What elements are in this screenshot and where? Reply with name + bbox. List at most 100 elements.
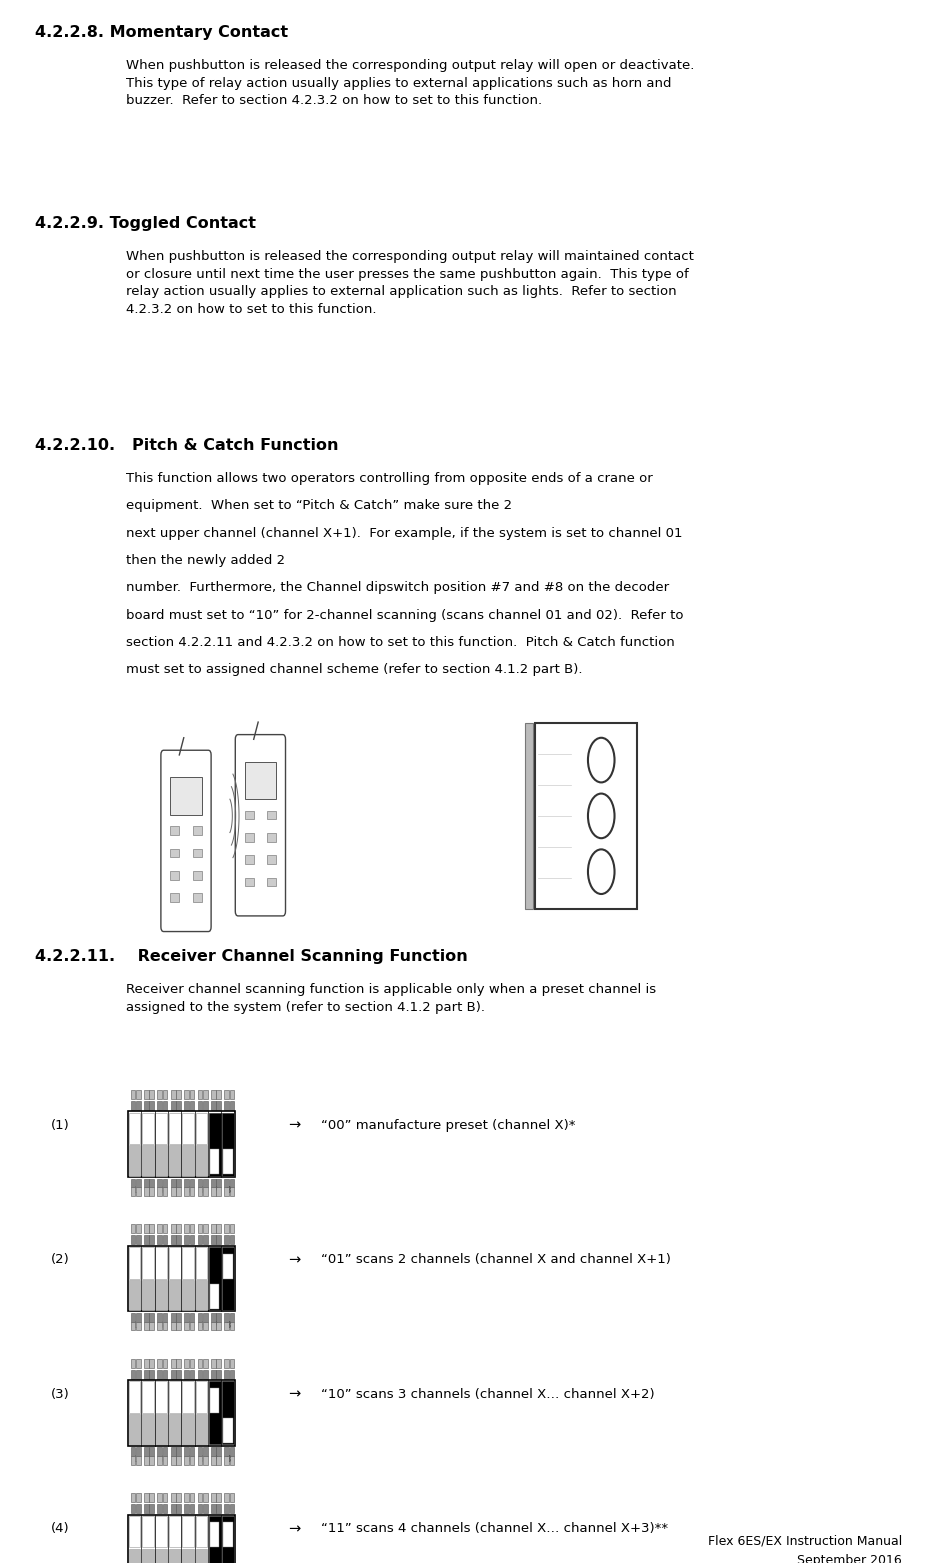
Bar bbox=[163, 1235, 167, 1244]
Bar bbox=[170, 827, 179, 835]
Bar bbox=[157, 1179, 162, 1188]
Bar bbox=[171, 1188, 176, 1196]
Bar bbox=[136, 1369, 140, 1379]
Bar bbox=[128, 1380, 234, 1446]
Bar bbox=[144, 1224, 149, 1233]
Bar bbox=[211, 1493, 216, 1502]
Bar bbox=[176, 1313, 180, 1322]
Bar bbox=[245, 761, 276, 799]
Bar bbox=[211, 1089, 216, 1099]
Bar bbox=[224, 1457, 229, 1465]
Bar bbox=[197, 1369, 202, 1379]
Bar bbox=[136, 1179, 140, 1188]
Bar bbox=[224, 1188, 229, 1196]
Bar bbox=[155, 1113, 167, 1144]
Bar bbox=[203, 1224, 207, 1233]
Bar bbox=[224, 1369, 229, 1379]
Bar bbox=[163, 1313, 167, 1322]
Text: 1: 1 bbox=[132, 1321, 137, 1330]
Bar bbox=[163, 1493, 167, 1502]
Bar bbox=[195, 1549, 207, 1563]
Bar bbox=[168, 1516, 180, 1547]
Bar bbox=[217, 1358, 221, 1368]
Bar bbox=[197, 1179, 202, 1188]
Text: →: → bbox=[288, 1252, 300, 1268]
Bar bbox=[155, 1247, 167, 1279]
Bar bbox=[211, 1504, 216, 1513]
Bar bbox=[150, 1322, 154, 1330]
Bar bbox=[144, 1358, 149, 1368]
Bar bbox=[171, 1493, 176, 1502]
Bar bbox=[131, 1369, 136, 1379]
Text: next upper channel (channel X+1).  For example, if the system is set to channel : next upper channel (channel X+1). For ex… bbox=[126, 527, 682, 539]
Bar bbox=[171, 1322, 176, 1330]
Bar bbox=[203, 1322, 207, 1330]
Bar bbox=[184, 1313, 189, 1322]
Bar bbox=[222, 1382, 234, 1444]
Bar bbox=[193, 849, 202, 857]
Bar bbox=[150, 1235, 154, 1244]
Bar bbox=[155, 1382, 167, 1413]
Bar bbox=[224, 1313, 229, 1322]
Bar bbox=[190, 1235, 194, 1244]
Bar bbox=[136, 1224, 140, 1233]
Text: (1): (1) bbox=[51, 1119, 70, 1132]
Bar bbox=[195, 1415, 207, 1444]
Bar bbox=[136, 1358, 140, 1368]
Bar bbox=[131, 1457, 136, 1465]
Text: 1: 1 bbox=[132, 1186, 137, 1196]
Bar bbox=[190, 1313, 194, 1322]
Text: When pushbutton is released the corresponding output relay will open or deactiva: When pushbutton is released the correspo… bbox=[126, 59, 694, 108]
Bar bbox=[211, 1100, 216, 1110]
Text: 8: 8 bbox=[225, 1321, 231, 1330]
Bar bbox=[142, 1146, 153, 1175]
Bar bbox=[211, 1224, 216, 1233]
Bar bbox=[131, 1322, 136, 1330]
Bar bbox=[224, 1089, 229, 1099]
Bar bbox=[245, 878, 254, 886]
Bar bbox=[230, 1089, 234, 1099]
Bar bbox=[128, 1247, 140, 1279]
Bar bbox=[224, 1235, 229, 1244]
Bar bbox=[203, 1457, 207, 1465]
Bar bbox=[211, 1188, 216, 1196]
Bar bbox=[217, 1504, 221, 1513]
Bar bbox=[136, 1188, 140, 1196]
Text: 7: 7 bbox=[212, 1321, 218, 1330]
Text: equipment.  When set to “Pitch & Catch” make sure the 2: equipment. When set to “Pitch & Catch” m… bbox=[126, 500, 512, 513]
Bar bbox=[155, 1146, 167, 1175]
Bar bbox=[230, 1493, 234, 1502]
Bar bbox=[128, 1382, 140, 1413]
Bar bbox=[131, 1224, 136, 1233]
Text: Receiver channel scanning function is applicable only when a preset channel is
a: Receiver channel scanning function is ap… bbox=[126, 983, 656, 1014]
Bar bbox=[144, 1313, 149, 1322]
Bar bbox=[144, 1457, 149, 1465]
Bar bbox=[210, 1283, 219, 1308]
Bar bbox=[217, 1493, 221, 1502]
Bar bbox=[163, 1504, 167, 1513]
Bar bbox=[155, 1516, 167, 1547]
Bar bbox=[163, 1369, 167, 1379]
Bar bbox=[211, 1235, 216, 1244]
Bar bbox=[176, 1188, 180, 1196]
Bar bbox=[182, 1146, 194, 1175]
Bar bbox=[211, 1457, 216, 1465]
Text: 6: 6 bbox=[199, 1321, 204, 1330]
Bar bbox=[197, 1322, 202, 1330]
Text: (2): (2) bbox=[51, 1254, 70, 1266]
Bar bbox=[230, 1100, 234, 1110]
Text: 4.2.2.10.   Pitch & Catch Function: 4.2.2.10. Pitch & Catch Function bbox=[35, 438, 339, 453]
Text: number.  Furthermore, the Channel dipswitch position #7 and #8 on the decoder: number. Furthermore, the Channel dipswit… bbox=[126, 581, 669, 594]
Bar bbox=[197, 1100, 202, 1110]
Bar bbox=[171, 1457, 176, 1465]
Bar bbox=[184, 1369, 189, 1379]
Bar bbox=[171, 1504, 176, 1513]
FancyBboxPatch shape bbox=[161, 750, 211, 932]
Bar bbox=[222, 1247, 234, 1310]
Bar bbox=[131, 1100, 136, 1110]
Bar bbox=[184, 1100, 189, 1110]
Bar bbox=[224, 1504, 229, 1513]
Bar bbox=[168, 1280, 180, 1310]
Bar bbox=[136, 1447, 140, 1457]
Bar bbox=[203, 1089, 207, 1099]
